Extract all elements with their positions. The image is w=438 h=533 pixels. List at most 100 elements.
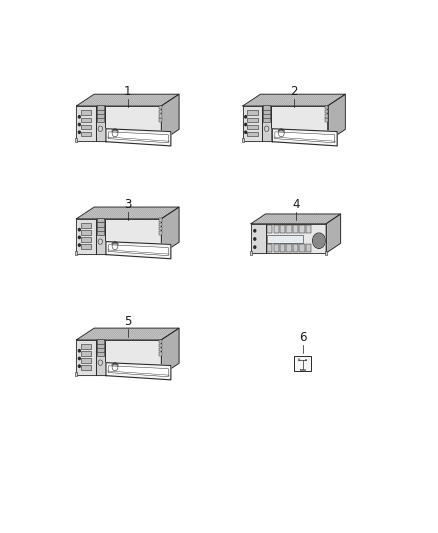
- Circle shape: [78, 357, 80, 360]
- Text: 5: 5: [124, 315, 131, 328]
- Circle shape: [78, 236, 80, 239]
- Circle shape: [254, 238, 256, 240]
- Bar: [75, 138, 78, 142]
- Bar: [97, 113, 103, 118]
- Text: 2: 2: [290, 85, 298, 98]
- Polygon shape: [77, 94, 179, 106]
- Circle shape: [112, 130, 118, 137]
- Text: 6: 6: [299, 332, 306, 344]
- Circle shape: [278, 129, 285, 138]
- Circle shape: [98, 126, 102, 132]
- Bar: [267, 236, 303, 243]
- Polygon shape: [77, 219, 96, 254]
- Circle shape: [245, 123, 247, 126]
- Circle shape: [313, 233, 325, 248]
- Bar: [263, 109, 270, 114]
- Bar: [247, 125, 258, 129]
- Bar: [160, 372, 162, 376]
- Circle shape: [112, 243, 118, 249]
- Bar: [306, 225, 311, 233]
- Circle shape: [112, 364, 118, 371]
- Polygon shape: [109, 245, 168, 256]
- Bar: [247, 117, 258, 122]
- Polygon shape: [109, 366, 168, 377]
- Bar: [97, 346, 103, 352]
- Polygon shape: [106, 129, 171, 146]
- Bar: [159, 106, 162, 109]
- Bar: [325, 118, 328, 122]
- Bar: [81, 359, 92, 362]
- Bar: [294, 356, 311, 371]
- Bar: [159, 223, 162, 226]
- Bar: [81, 237, 92, 241]
- Bar: [263, 117, 270, 122]
- Polygon shape: [326, 214, 341, 253]
- Bar: [81, 344, 92, 349]
- Polygon shape: [96, 106, 105, 141]
- Bar: [325, 251, 327, 255]
- Circle shape: [254, 230, 256, 232]
- Polygon shape: [106, 241, 171, 259]
- Polygon shape: [328, 94, 345, 141]
- Bar: [250, 251, 252, 255]
- Circle shape: [78, 365, 80, 367]
- Polygon shape: [262, 106, 271, 141]
- Circle shape: [78, 350, 80, 352]
- Polygon shape: [161, 328, 179, 375]
- Bar: [159, 114, 162, 117]
- Bar: [97, 217, 103, 222]
- Circle shape: [245, 131, 247, 133]
- Bar: [81, 110, 92, 115]
- Bar: [273, 225, 279, 233]
- Bar: [159, 118, 162, 122]
- Bar: [97, 109, 103, 114]
- Bar: [81, 366, 92, 370]
- Circle shape: [98, 360, 102, 366]
- Text: 1: 1: [124, 85, 131, 98]
- Polygon shape: [275, 132, 335, 143]
- Polygon shape: [105, 106, 161, 141]
- Bar: [160, 138, 162, 142]
- Polygon shape: [161, 207, 179, 254]
- Bar: [81, 351, 92, 356]
- Bar: [81, 230, 92, 235]
- Polygon shape: [272, 129, 337, 146]
- Polygon shape: [77, 328, 179, 340]
- Bar: [97, 338, 103, 344]
- Circle shape: [111, 242, 119, 251]
- Circle shape: [254, 246, 256, 248]
- Bar: [247, 132, 258, 136]
- Circle shape: [78, 123, 80, 126]
- Circle shape: [78, 116, 80, 118]
- Text: 4: 4: [292, 198, 300, 211]
- Bar: [75, 372, 78, 376]
- Polygon shape: [77, 106, 96, 141]
- Bar: [97, 230, 103, 235]
- Circle shape: [279, 130, 284, 137]
- Bar: [242, 138, 244, 142]
- Polygon shape: [243, 106, 262, 141]
- Bar: [159, 110, 162, 114]
- Polygon shape: [271, 106, 328, 141]
- Bar: [263, 104, 270, 110]
- Circle shape: [111, 129, 119, 138]
- Bar: [286, 244, 292, 252]
- Bar: [263, 113, 270, 118]
- Polygon shape: [243, 94, 345, 106]
- Bar: [97, 343, 103, 348]
- Circle shape: [78, 229, 80, 231]
- Bar: [286, 225, 292, 233]
- Bar: [325, 106, 328, 109]
- Bar: [97, 351, 103, 356]
- Bar: [81, 117, 92, 122]
- Bar: [159, 352, 162, 356]
- Bar: [300, 225, 305, 233]
- Polygon shape: [251, 214, 341, 224]
- Bar: [159, 219, 162, 222]
- Bar: [97, 225, 103, 231]
- Polygon shape: [96, 340, 105, 375]
- Bar: [293, 225, 298, 233]
- Circle shape: [98, 239, 102, 244]
- Bar: [325, 110, 328, 114]
- Bar: [306, 244, 311, 252]
